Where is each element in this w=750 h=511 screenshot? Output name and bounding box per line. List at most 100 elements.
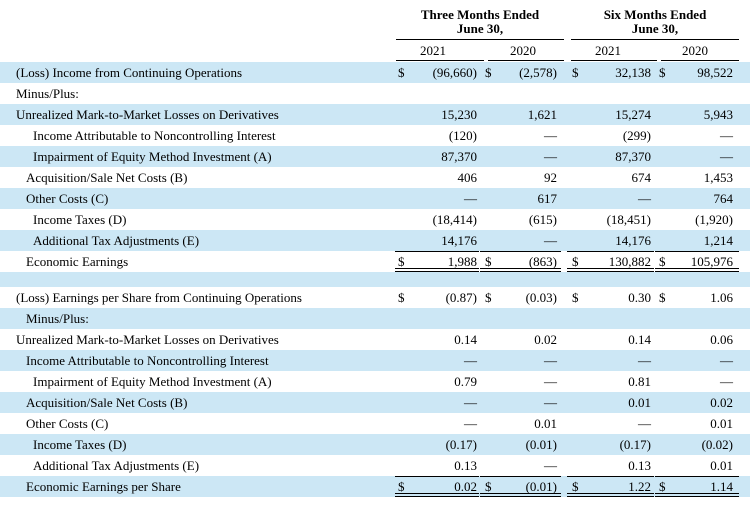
row-label: Acquisition/Sale Net Costs (B) xyxy=(26,170,188,185)
value-cell: — xyxy=(544,458,557,473)
value-cell: (0.01) xyxy=(525,479,557,494)
row-label: Unrealized Mark-to-Market Losses on Deri… xyxy=(16,107,279,122)
year-header-2021-six-months: 2021 xyxy=(595,43,621,58)
value-cell: (0.87) xyxy=(445,290,477,305)
dollar-sign: $ xyxy=(659,290,666,305)
value-cell: (0.17) xyxy=(445,437,477,452)
total-underline xyxy=(480,476,561,497)
six-months-header-line2: June 30, xyxy=(631,21,679,36)
value-cell: 406 xyxy=(457,170,478,185)
table-row: Economic Earnings per Share $0.02 $ (0.01) $… xyxy=(0,476,750,497)
value-cell: — xyxy=(544,149,557,164)
value-cell: 1.22 xyxy=(628,479,651,494)
dollar-sign: $ xyxy=(572,479,579,494)
value-cell: (96,660) xyxy=(432,65,477,80)
value-cell: 1,214 xyxy=(703,233,733,248)
value-cell: 14,176 xyxy=(615,233,651,248)
value-cell: (1,920) xyxy=(695,212,733,227)
table-row: Additional Tax Adjustments (E) 0.13 — 0.13 0… xyxy=(0,455,750,476)
six-months-header-line1: Six Months Ended xyxy=(603,7,707,22)
table-row: (Loss) Earnings per Share from Continuin… xyxy=(0,287,750,308)
value-cell: 0.01 xyxy=(710,458,733,473)
value-cell: (0.02) xyxy=(701,437,733,452)
table-row: Income Taxes (D) (0.17) (0.01) (0.17) (0.02) xyxy=(0,434,750,455)
value-cell: — xyxy=(720,374,733,389)
row-label: Income Taxes (D) xyxy=(33,212,127,227)
value-cell: (863) xyxy=(528,254,557,269)
row-label: Income Taxes (D) xyxy=(33,437,127,452)
value-cell: 0.02 xyxy=(710,395,733,410)
value-cell: (120) xyxy=(448,128,477,143)
total-underline xyxy=(655,476,739,497)
value-cell: — xyxy=(464,395,477,410)
row-label: Income Attributable to Noncontrolling In… xyxy=(26,353,269,368)
year-header-2020-three-months: 2020 xyxy=(510,43,536,58)
dollar-sign: $ xyxy=(659,479,666,494)
value-cell: (0.03) xyxy=(525,290,557,305)
dollar-sign: $ xyxy=(485,290,492,305)
value-cell: — xyxy=(464,416,477,431)
table-row: Unrealized Mark-to-Market Losses on Deri… xyxy=(0,329,750,350)
row-label: Unrealized Mark-to-Market Losses on Deri… xyxy=(16,332,279,347)
value-cell: — xyxy=(464,191,477,206)
dollar-sign: $ xyxy=(572,290,579,305)
three-months-header-rule xyxy=(396,39,564,40)
value-cell: 5,943 xyxy=(703,107,733,122)
value-cell: — xyxy=(544,395,557,410)
value-cell: 0.01 xyxy=(534,416,557,431)
value-cell: — xyxy=(720,128,733,143)
value-cell: 0.13 xyxy=(628,458,651,473)
row-label: (Loss) Earnings per Share from Continuin… xyxy=(16,290,302,305)
dollar-sign: $ xyxy=(398,254,405,269)
value-cell: 0.13 xyxy=(454,458,477,473)
table-row: Income Attributable to Noncontrolling In… xyxy=(0,350,750,371)
value-cell: 98,522 xyxy=(697,65,733,80)
value-cell: 0.01 xyxy=(710,416,733,431)
table-row: Economic Earnings $1,988 $ (863) $130,882 $10… xyxy=(0,251,750,272)
value-cell: 0.06 xyxy=(710,332,733,347)
value-cell xyxy=(477,83,557,104)
value-cell: 1,988 xyxy=(447,254,477,269)
value-cell: 15,274 xyxy=(615,107,651,122)
row-label: Other Costs (C) xyxy=(26,416,109,431)
value-cell: 0.01 xyxy=(628,395,651,410)
table-row: Other Costs (C) — 617 — 764 xyxy=(0,188,750,209)
value-cell: — xyxy=(638,353,651,368)
table-row: Minus/Plus: xyxy=(0,83,750,104)
value-cell: 674 xyxy=(631,170,652,185)
table-row: Acquisition/Sale Net Costs (B) — — 0.01 0.02 xyxy=(0,392,750,413)
total-underline xyxy=(567,476,654,497)
value-cell xyxy=(477,308,557,329)
total-underline xyxy=(655,251,739,272)
three-months-header: Three Months Ended June 30, xyxy=(395,8,565,36)
dollar-sign: $ xyxy=(485,479,492,494)
value-cell: 1,621 xyxy=(527,107,557,122)
value-cell: 617 xyxy=(537,191,558,206)
three-months-header-line1: Three Months Ended xyxy=(420,7,540,22)
three-months-header-line2: June 30, xyxy=(456,21,504,36)
value-cell: (2,578) xyxy=(519,65,557,80)
table-row: Additional Tax Adjustments (E) 14,176 — 14,… xyxy=(0,230,750,251)
row-label: Additional Tax Adjustments (E) xyxy=(33,458,200,473)
table-row: Unrealized Mark-to-Market Losses on Deri… xyxy=(0,104,750,125)
year-rule-2020-six-months xyxy=(661,60,739,61)
row-label: Minus/Plus: xyxy=(26,311,89,326)
value-cell: — xyxy=(544,374,557,389)
value-cell: 1.14 xyxy=(710,479,733,494)
row-label: Other Costs (C) xyxy=(26,191,109,206)
value-cell: (18,414) xyxy=(432,212,477,227)
value-cell: 0.30 xyxy=(628,290,651,305)
value-cell xyxy=(571,308,651,329)
value-cell: 0.14 xyxy=(454,332,477,347)
table-row: Acquisition/Sale Net Costs (B) 406 92 674 1,… xyxy=(0,167,750,188)
six-months-header-rule xyxy=(571,39,739,40)
year-header-2020-six-months: 2020 xyxy=(682,43,708,58)
value-cell: (18,451) xyxy=(606,212,651,227)
value-cell: 0.14 xyxy=(628,332,651,347)
dollar-sign: $ xyxy=(485,254,492,269)
dollar-sign: $ xyxy=(398,290,405,305)
table-row: Other Costs (C) — 0.01 — 0.01 xyxy=(0,413,750,434)
value-cell: — xyxy=(544,233,557,248)
value-cell: — xyxy=(720,149,733,164)
value-cell: 105,976 xyxy=(690,254,733,269)
